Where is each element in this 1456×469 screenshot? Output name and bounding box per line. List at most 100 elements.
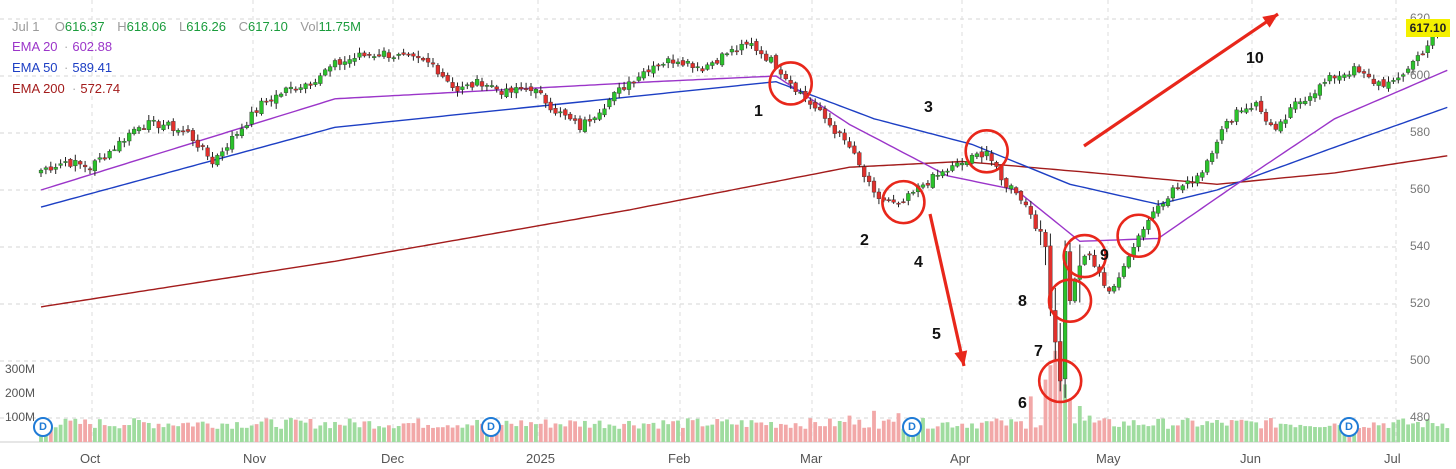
ema200-line (40, 155, 1448, 308)
volume-bar (1028, 396, 1033, 442)
volume-bar (166, 423, 171, 442)
volume-bar (926, 428, 930, 442)
volume-bar (220, 423, 225, 442)
candle-body (117, 140, 122, 152)
dividend-badge-icon[interactable]: D (33, 417, 53, 437)
candle-body (563, 109, 568, 116)
trend-arrow (1083, 12, 1279, 148)
volume-bar (690, 420, 695, 442)
dividend-badge-icon[interactable]: D (481, 417, 501, 437)
candle-body (1273, 123, 1278, 130)
volume-bar (1190, 420, 1195, 442)
candle-body (720, 53, 725, 66)
volume-bar (313, 428, 318, 442)
candle-body (450, 82, 455, 88)
candle-body (871, 180, 877, 193)
candle-body (381, 50, 387, 57)
candle-body (1425, 45, 1430, 53)
volume-bar (534, 424, 538, 442)
candle-body (1038, 229, 1043, 232)
x-label: Dec (381, 451, 405, 466)
volume-bar (132, 418, 136, 442)
candle-body (1381, 79, 1386, 87)
candle-body (1102, 272, 1107, 286)
volume-bar (367, 421, 372, 442)
ema20-legend: EMA 20 · 602.88 (12, 39, 113, 54)
candle-body (1107, 287, 1112, 292)
candle-body (352, 58, 357, 62)
volume-bar (455, 425, 460, 442)
candle-body (63, 161, 68, 163)
candle-body (337, 59, 342, 65)
x-label: May (1096, 451, 1121, 466)
candle-body (180, 130, 186, 133)
price-tick: 500 (1410, 353, 1431, 367)
volume-bar (955, 426, 960, 442)
candle-body (1366, 73, 1371, 78)
volume-bar (1288, 424, 1293, 442)
candle-body (440, 72, 445, 77)
volume-bar (1313, 427, 1317, 442)
volume-bar (83, 419, 87, 442)
volume-bar (524, 426, 528, 442)
candle-body (166, 121, 171, 126)
volume-bar (235, 422, 239, 442)
candle-body (421, 58, 426, 61)
annotation-circle (768, 61, 814, 106)
candle-body (587, 119, 592, 122)
dividend-badge-icon[interactable]: D (902, 417, 922, 437)
volume-bar (323, 422, 328, 442)
candle-body (577, 118, 583, 130)
ema20-value: 602.88 (72, 39, 113, 54)
volume-bar (122, 425, 127, 442)
volume-bar (387, 425, 391, 442)
candle-body (852, 145, 857, 154)
volume-bar (553, 423, 558, 442)
volume-bar (999, 420, 1004, 442)
candle-body (940, 171, 945, 177)
volume-bar (1161, 418, 1165, 442)
candle-body (778, 69, 783, 75)
candle-body (1337, 75, 1342, 81)
candle-body (739, 43, 744, 51)
candle-body (1263, 112, 1269, 122)
candle-body (602, 108, 607, 116)
volume-bar (161, 427, 166, 442)
volume-bar (739, 420, 744, 442)
volume-bar (700, 426, 705, 442)
volume-bar (1391, 422, 1396, 442)
volume-bar (73, 418, 78, 442)
candle-body (367, 54, 372, 56)
candle-body (1111, 286, 1117, 292)
candle-body (1278, 121, 1283, 132)
x-label: Jul (1384, 451, 1401, 466)
candle-body (215, 155, 220, 166)
volume-bar (1381, 423, 1386, 442)
volume-bar (832, 426, 837, 442)
volume-bar (112, 426, 117, 442)
volume-bar (1401, 418, 1406, 442)
volume-bar (475, 419, 479, 442)
candle-body (847, 141, 852, 148)
candle-body (220, 151, 225, 157)
volume-bar (1278, 423, 1283, 442)
volume-bar (1141, 424, 1146, 442)
volume-bar (632, 425, 636, 442)
volume-bar (195, 422, 200, 442)
candle-body (700, 68, 705, 72)
candle-body (930, 174, 935, 188)
volume-bar (107, 426, 112, 442)
dividend-badge-icon[interactable]: D (1339, 417, 1359, 437)
volume-bar (450, 427, 455, 442)
annotation-circle (1047, 278, 1093, 324)
candle-body (1126, 256, 1131, 268)
volume-bar (666, 424, 671, 442)
candle-body (759, 50, 764, 55)
annotation-circle (1037, 358, 1083, 404)
volume-bar (901, 428, 906, 442)
volume-bar (798, 426, 803, 442)
candle-body (1386, 81, 1391, 89)
ema20-line (40, 69, 1448, 243)
volume-bar (975, 428, 979, 442)
candle-body (862, 166, 867, 177)
